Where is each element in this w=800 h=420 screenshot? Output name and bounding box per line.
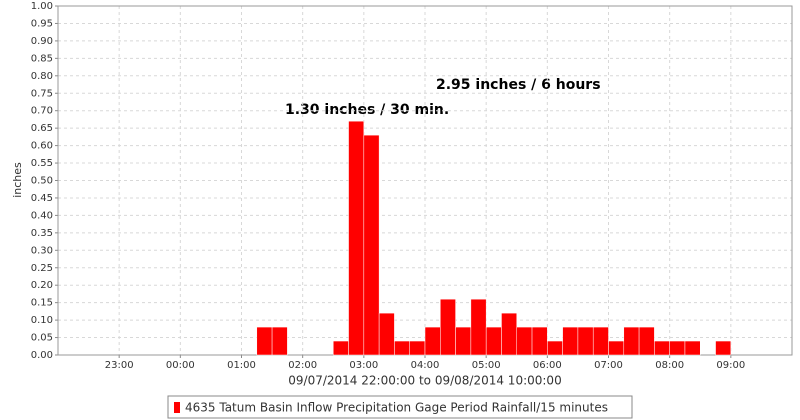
bar: [348, 120, 365, 356]
y-tick-label: 0.00: [31, 350, 53, 361]
bar: [440, 298, 456, 356]
y-tick-label: 0.65: [31, 123, 53, 134]
bar: [592, 326, 609, 356]
y-tick-label: 0.05: [31, 333, 53, 344]
bar: [638, 326, 655, 356]
y-tick-label: 0.45: [31, 193, 53, 204]
x-tick-label: 05:00: [472, 360, 501, 371]
y-tick-label: 0.40: [31, 210, 53, 221]
bar: [577, 326, 594, 356]
x-tick-label: 23:00: [105, 360, 134, 371]
bar: [256, 326, 273, 356]
y-tick-label: 0.95: [31, 18, 53, 29]
y-tick-label: 0.35: [31, 228, 53, 239]
bar: [654, 340, 670, 356]
bar: [608, 340, 625, 356]
y-tick-label: 0.75: [31, 88, 53, 99]
x-tick-label: 08:00: [655, 360, 684, 371]
bar: [501, 312, 518, 356]
bar: [409, 340, 426, 356]
annotation: 2.95 inches / 6 hours: [436, 77, 601, 93]
y-tick-label: 0.90: [31, 36, 53, 47]
x-tick-label: 01:00: [227, 360, 256, 371]
x-tick-label: 06:00: [533, 360, 562, 371]
y-tick-label: 0.30: [31, 245, 53, 256]
y-tick-label: 1.00: [31, 1, 53, 12]
x-tick-label: 03:00: [349, 360, 378, 371]
bar: [623, 326, 640, 356]
y-tick-label: 0.10: [31, 315, 53, 326]
bar: [363, 134, 380, 356]
x-tick-label: 04:00: [411, 360, 440, 371]
x-axis-label: 09/07/2014 22:00:00 to 09/08/2014 10:00:…: [288, 374, 561, 388]
bar: [424, 326, 441, 356]
x-tick-label: 00:00: [166, 360, 195, 371]
bar: [669, 340, 686, 356]
bar: [485, 326, 502, 356]
y-tick-label: 0.20: [31, 280, 53, 291]
legend-label: 4635 Tatum Basin Inflow Precipitation Ga…: [185, 401, 608, 415]
bar: [394, 340, 410, 356]
y-axis-label: inches: [11, 162, 24, 198]
y-tick-label: 0.85: [31, 53, 53, 64]
bar: [547, 340, 563, 356]
legend-box: [167, 395, 633, 419]
x-tick-label: 02:00: [288, 360, 317, 371]
x-tick-label: 07:00: [594, 360, 623, 371]
y-tick-label: 0.70: [31, 106, 53, 117]
legend-swatch: [174, 402, 180, 413]
y-tick-label: 0.60: [31, 141, 53, 152]
bar: [378, 312, 395, 356]
x-tick-label: 09:00: [716, 360, 745, 371]
bar: [271, 326, 288, 356]
y-tick-label: 0.80: [31, 71, 53, 82]
bar: [333, 340, 349, 356]
bar: [531, 326, 548, 356]
bar: [516, 326, 533, 356]
bar: [715, 340, 732, 356]
bar: [470, 298, 487, 356]
bar: [684, 340, 701, 356]
y-tick-label: 0.25: [31, 263, 53, 274]
bar: [455, 326, 472, 356]
annotation: 1.30 inches / 30 min.: [285, 102, 449, 118]
y-tick-label: 0.55: [31, 158, 53, 169]
y-tick-label: 0.50: [31, 176, 53, 187]
y-tick-label: 0.15: [31, 298, 53, 309]
bar: [562, 326, 579, 356]
